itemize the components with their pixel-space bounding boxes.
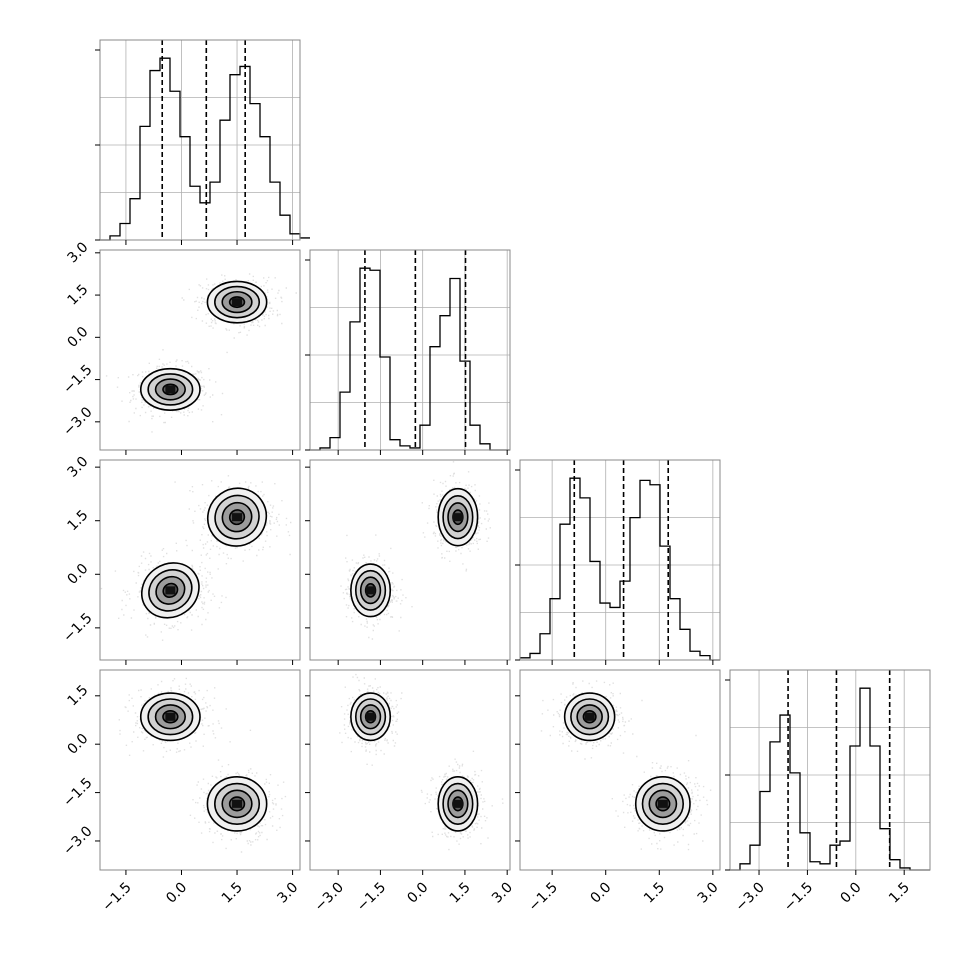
x-tick-label: 1.5	[886, 880, 913, 907]
pair-panel-1-2	[309, 459, 511, 661]
panel-frame	[309, 249, 511, 451]
panel-content	[540, 680, 712, 851]
histogram-step-0	[100, 57, 310, 241]
x-tick-label: 0.0	[838, 880, 865, 907]
x-tick-label: 0.0	[587, 880, 614, 907]
x-tick-label: 0.0	[163, 880, 190, 907]
density-peak-0	[365, 586, 376, 595]
y-tick-label: 0.0	[64, 561, 91, 588]
density-peak-1	[232, 513, 243, 522]
panel-frame	[99, 669, 301, 871]
panel-background	[520, 460, 720, 660]
histogram-panel-1	[305, 249, 511, 451]
density-peak-0	[584, 712, 595, 721]
x-tick-label: −1.5	[781, 880, 816, 915]
y-tick-label: 3.0	[64, 239, 91, 266]
y-tick-label: 0.0	[64, 324, 91, 351]
x-tick-label: −3.0	[733, 880, 768, 915]
panel-frame	[519, 459, 721, 661]
panel-frame	[99, 39, 301, 241]
scatter-points	[105, 273, 297, 433]
x-tick-label: −1.5	[354, 880, 389, 915]
density-peak-0	[165, 712, 176, 721]
x-tick-label: 1.5	[641, 880, 668, 907]
panel-content	[339, 673, 504, 851]
histogram-panel-3	[725, 669, 931, 871]
x-tick-label: 1.5	[219, 880, 246, 907]
panel-content	[105, 273, 297, 433]
pair-panel-2-3	[519, 669, 721, 871]
x-tick-label: 0.0	[404, 880, 431, 907]
y-tick-label: 1.5	[64, 282, 91, 309]
density-peak-1	[232, 298, 243, 307]
pair-panel-0-2	[99, 459, 301, 661]
y-tick-label: −1.5	[60, 775, 95, 810]
histogram-step-1	[310, 267, 510, 451]
panel-frame	[99, 249, 301, 451]
y-tick-label: 1.5	[64, 682, 91, 709]
density-peak-0	[165, 385, 176, 394]
panel-frame	[309, 669, 511, 871]
density-peak-0	[365, 712, 376, 721]
density-peak-1	[452, 799, 463, 808]
panel-background	[310, 250, 510, 450]
density-peak-0	[165, 586, 176, 595]
y-tick-label: −3.0	[60, 404, 95, 439]
x-tick-label: 3.0	[274, 880, 301, 907]
x-tick-label: −3.0	[312, 880, 347, 915]
x-tick-label: −1.5	[526, 880, 561, 915]
scatter-points	[118, 677, 287, 853]
scatter-points	[540, 680, 712, 851]
pair-panel-0-1	[99, 249, 301, 451]
y-tick-label: 3.0	[64, 454, 91, 481]
histogram-panel-0	[95, 39, 310, 241]
pair-panel-1-3	[309, 669, 511, 871]
panel-frame	[309, 459, 511, 661]
panel-content	[340, 461, 491, 640]
panel-content	[100, 475, 292, 641]
x-tick-label: 3.0	[489, 880, 516, 907]
panel-background	[730, 670, 930, 870]
panel-background	[100, 40, 300, 240]
histogram-panel-2	[515, 459, 721, 661]
y-tick-label: 1.5	[64, 507, 91, 534]
panel-frame	[729, 669, 931, 871]
density-peak-1	[657, 799, 668, 808]
pair-panel-0-3	[99, 669, 301, 871]
x-tick-label: −1.5	[99, 880, 134, 915]
y-tick-label: −1.5	[60, 610, 95, 645]
density-peak-1	[232, 799, 243, 808]
y-tick-label: −1.5	[60, 362, 95, 397]
panel-content	[118, 677, 287, 853]
y-tick-label: 0.0	[64, 731, 91, 758]
scatter-points	[100, 475, 292, 641]
x-tick-label: 3.0	[695, 880, 722, 907]
panel-frame	[519, 669, 721, 871]
density-peak-1	[452, 513, 463, 522]
panel-frame	[99, 459, 301, 661]
x-tick-label: 1.5	[447, 880, 474, 907]
histogram-step-2	[520, 477, 720, 661]
y-tick-label: −3.0	[60, 823, 95, 858]
